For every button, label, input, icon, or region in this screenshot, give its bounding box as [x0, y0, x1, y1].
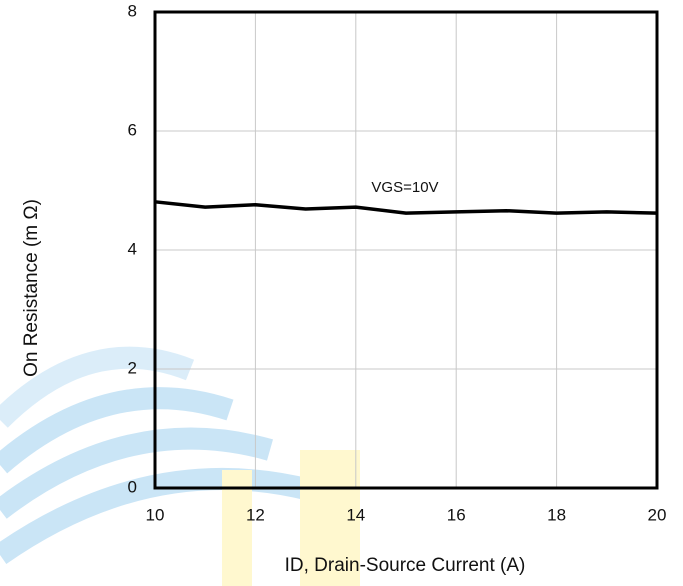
y-tick-label: 8: [128, 1, 137, 20]
y-axis-label: On Resistance (m Ω): [21, 199, 42, 377]
x-tick-label: 18: [547, 505, 566, 524]
x-tick-label: 10: [146, 505, 165, 524]
annotation: VGS=10V: [371, 179, 438, 196]
chart: VGS=10V ID, Drain-Source Current (A) On …: [0, 0, 683, 586]
x-tick-label: 14: [346, 505, 365, 524]
y-tick-label: 0: [128, 477, 137, 496]
watermark: [0, 358, 360, 586]
data-line: [155, 202, 657, 213]
y-tick-label: 2: [128, 358, 137, 377]
x-axis-label: ID, Drain-Source Current (A): [285, 555, 526, 576]
y-tick-label: 4: [128, 239, 137, 258]
x-tick-label: 20: [648, 505, 667, 524]
x-tick-label: 12: [246, 505, 265, 524]
y-tick-label: 6: [128, 120, 137, 139]
x-tick-label: 16: [447, 505, 466, 524]
